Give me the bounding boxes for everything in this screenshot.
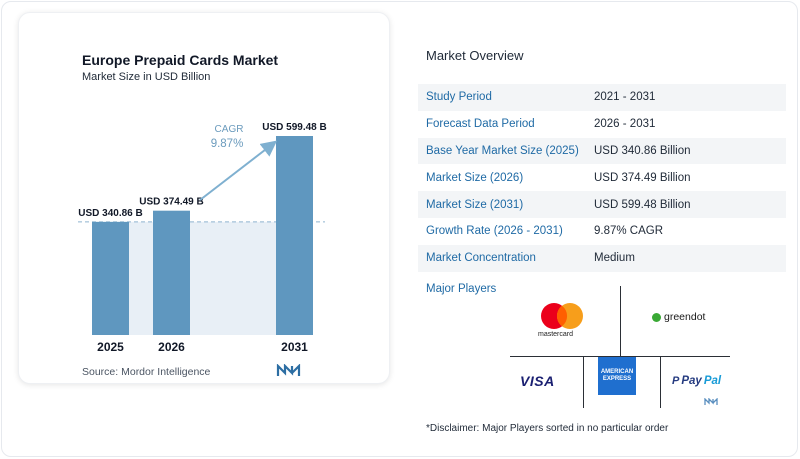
overview-key: Market Size (2031): [426, 198, 524, 211]
overview-row: Market Concentration Medium: [418, 244, 786, 272]
overview-row: Growth Rate (2026 - 2031) 9.87% CAGR: [418, 218, 786, 245]
overview-value: 2026 - 2031: [594, 118, 656, 131]
overview-table: Study Period 2021 - 2031 Forecast Data P…: [418, 84, 786, 272]
visa-logo: VISA: [520, 373, 555, 389]
tick-label-2031: 2031: [281, 340, 308, 354]
chart-subtitle: Market Size in USD Billion: [82, 71, 211, 83]
chart-source: Source: Mordor Intelligence: [82, 366, 211, 378]
disclaimer: *Disclaimer: Major Players sorted in no …: [426, 423, 669, 434]
overview-value: USD 599.48 Billion: [594, 198, 691, 211]
greendot-logo: greendot: [652, 311, 705, 323]
overview-row: Market Size (2031) USD 599.48 Billion: [418, 191, 786, 218]
paypal-p-icon: P: [672, 375, 680, 387]
paypal-label-2: Pal: [703, 375, 722, 387]
tick-label-2026: 2026: [158, 340, 185, 354]
data-label-2031: USD 599.48 B: [262, 122, 326, 133]
mastercard-logo-icon: [541, 303, 583, 329]
overview-row: Market Size (2026) USD 374.49 Billion: [418, 164, 786, 191]
overview-value: Medium: [594, 252, 635, 265]
bar-2026: [153, 210, 190, 335]
tick-label-2025: 2025: [97, 340, 124, 354]
mordor-watermark-icon: [704, 398, 718, 405]
overview-key: Market Concentration: [426, 252, 536, 265]
cagr-value: 9.87%: [211, 138, 244, 150]
overview-key: Study Period: [426, 91, 492, 104]
overview-row: Base Year Market Size (2025) USD 340.86 …: [418, 137, 786, 165]
chart-title: Europe Prepaid Cards Market: [82, 52, 279, 68]
paypal-logo: P Pay Pal: [672, 375, 721, 387]
amex-logo: AMERICAN EXPRESS: [598, 357, 636, 395]
paypal-label-1: Pay: [681, 375, 702, 387]
grid-divider: [660, 356, 661, 408]
overview-title: Market Overview: [426, 48, 524, 63]
overview-value: 2021 - 2031: [594, 91, 656, 104]
overview-key: Base Year Market Size (2025): [426, 144, 579, 157]
data-label-2025: USD 340.86 B: [78, 208, 142, 219]
overview-value: 9.87% CAGR: [594, 225, 664, 238]
bar-2025: [92, 221, 129, 335]
greendot-label: greendot: [664, 311, 706, 323]
cagr-arrow: [199, 140, 278, 201]
grid-divider: [583, 356, 584, 408]
data-label-2026: USD 374.49 B: [139, 197, 203, 208]
green-dot-icon: [652, 312, 661, 322]
overview-row: Study Period 2021 - 2031: [418, 84, 786, 111]
mordor-logo-icon: [276, 364, 301, 376]
overview-key: Growth Rate (2026 - 2031): [426, 225, 563, 238]
bar-2031: [276, 136, 313, 335]
overview-value: USD 374.49 Billion: [594, 171, 691, 184]
grid-divider: [620, 286, 621, 356]
cagr-label: CAGR: [215, 124, 244, 135]
amex-line1: AMERICAN: [600, 369, 634, 375]
overview-row: Forecast Data Period 2026 - 2031: [418, 111, 786, 138]
overview-value: USD 340.86 Billion: [594, 144, 691, 157]
overview-key: Market Size (2026): [426, 171, 524, 184]
overview-key: Forecast Data Period: [426, 118, 535, 131]
players-title: Major Players: [426, 283, 497, 295]
grid-divider: [510, 356, 730, 357]
mastercard-label: mastercard: [538, 331, 574, 338]
reference-band: [129, 221, 276, 335]
amex-line2: EXPRESS: [602, 376, 632, 382]
